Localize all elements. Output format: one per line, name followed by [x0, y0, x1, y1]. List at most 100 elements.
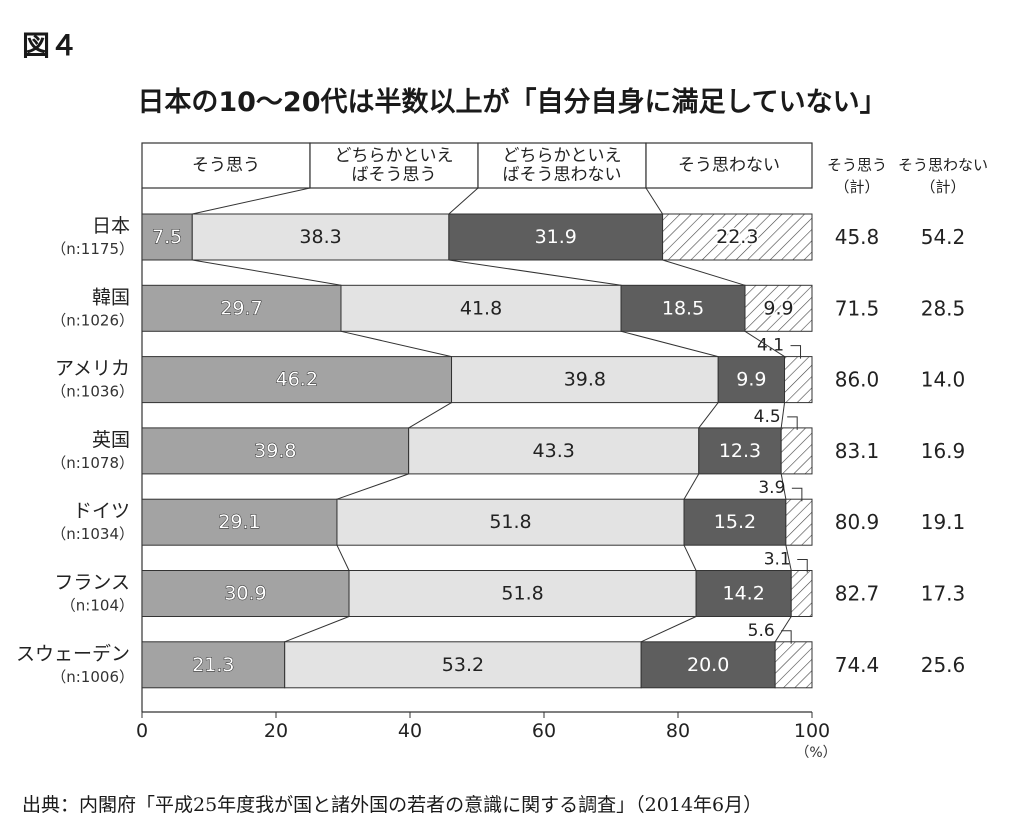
- bar-disagree: [780, 427, 813, 475]
- bar-agree-label: 30.9: [224, 583, 266, 605]
- bar-somewhat-disagree-label: 20.0: [687, 654, 729, 676]
- category-name: 日本: [92, 215, 130, 237]
- bar-agree-label: 46.2: [276, 369, 318, 391]
- bar-somewhat-disagree-label: 14.2: [723, 583, 765, 605]
- bar-somewhat-disagree: [640, 641, 776, 689]
- header-disagree-label: そう思わない: [678, 156, 780, 176]
- category-n: （n:1006）: [51, 668, 134, 686]
- chart-title: 日本の10〜20代は半数以上が「自分自身に満足していない」: [137, 87, 887, 118]
- row-connector-line: [662, 259, 746, 286]
- header-agree-label: そう思う: [192, 156, 260, 176]
- bar-somewhat-disagree-label: 18.5: [662, 297, 704, 319]
- row-connector-line: [284, 616, 350, 643]
- bar-somewhat-agree-label: 53.2: [442, 654, 484, 676]
- row-connector-line: [336, 544, 350, 571]
- bar-somewhat-disagree: [683, 498, 787, 546]
- total-agree-value: 82.7: [835, 582, 880, 606]
- callout-line: [797, 559, 808, 573]
- row-connector-line: [620, 330, 719, 358]
- total-disagree-value: 17.3: [921, 582, 966, 606]
- bar-disagree-label: 22.3: [716, 226, 758, 248]
- row-connector-line: [785, 545, 792, 571]
- bar-disagree: [785, 498, 813, 546]
- x-tick-label: 40: [398, 720, 422, 742]
- bar-somewhat-agree: [451, 356, 719, 404]
- category-n: （n:1034）: [51, 525, 134, 543]
- source-note: 出典：内閣府「平成25年度我が国と諸外国の若者の意識に関する調査」（2014年6…: [22, 794, 763, 816]
- bar-disagree-label: 3.9: [758, 478, 785, 498]
- bar-disagree: [774, 641, 813, 689]
- bar-somewhat-disagree: [717, 356, 786, 404]
- category-name: ドイツ: [73, 500, 130, 522]
- header-somewhat-disagree-label: どちらかといえ: [503, 146, 622, 166]
- bar-agree: [141, 427, 410, 475]
- total-agree-header: そう思う: [827, 156, 887, 174]
- header-somewhat-agree-label: どちらかといえ: [335, 146, 454, 166]
- bar-disagree-label: 4.5: [754, 407, 781, 427]
- bar-somewhat-disagree-label: 15.2: [714, 511, 756, 533]
- bar-somewhat-disagree-label: 12.3: [719, 440, 761, 462]
- row-connector-line: [683, 544, 697, 571]
- callout-line: [781, 630, 792, 644]
- total-disagree-value: 14.0: [921, 368, 966, 392]
- total-agree-value: 86.0: [835, 368, 880, 392]
- bar-disagree-label: 5.6: [748, 621, 775, 641]
- bar-somewhat-agree: [191, 213, 450, 261]
- bar-disagree: [744, 284, 813, 332]
- header-agree-box: [141, 142, 311, 189]
- bar-somewhat-agree-label: 51.8: [501, 583, 543, 605]
- bar-somewhat-agree-label: 38.3: [299, 226, 341, 248]
- category-n: （n:1175）: [51, 240, 134, 258]
- total-disagree-header: （計）: [920, 178, 965, 196]
- bar-disagree-label: 4.1: [757, 336, 784, 356]
- total-agree-value: 74.4: [835, 653, 880, 677]
- bar-agree-label: 39.8: [254, 440, 296, 462]
- total-disagree-value: 19.1: [921, 510, 966, 534]
- category-n: （n:1036）: [51, 383, 134, 401]
- bar-somewhat-disagree: [695, 570, 792, 617]
- total-disagree-header: そう思わない: [898, 156, 988, 174]
- bar-somewhat-disagree: [620, 284, 746, 332]
- category-name: 英国: [92, 429, 130, 451]
- bar-somewhat-disagree-label: 31.9: [535, 226, 577, 248]
- callout-line: [791, 487, 803, 502]
- category-n: （n:104）: [61, 597, 134, 615]
- callout-line: [787, 416, 798, 430]
- total-disagree-value: 16.9: [921, 439, 966, 463]
- header-connector-line: [192, 187, 311, 215]
- bar-disagree-label: 3.1: [764, 550, 791, 570]
- bar-somewhat-agree: [408, 427, 700, 475]
- row-connector-line: [640, 616, 697, 643]
- bar-agree-label: 7.5: [152, 226, 182, 248]
- total-agree-value: 80.9: [835, 510, 880, 534]
- callout-line: [790, 345, 802, 359]
- x-tick-label: 100: [794, 720, 830, 742]
- bar-disagree: [790, 570, 813, 617]
- bar-somewhat-disagree: [698, 427, 782, 475]
- header-connector-line: [645, 187, 664, 215]
- total-disagree-value: 25.6: [921, 653, 966, 677]
- category-name: 韓国: [92, 286, 130, 308]
- bar-agree-label: 29.7: [220, 297, 262, 319]
- bar-somewhat-agree-label: 41.8: [460, 297, 502, 319]
- row-connector-line: [780, 402, 786, 428]
- bar-somewhat-disagree-label: 9.9: [736, 369, 766, 391]
- header-disagree-box: [645, 142, 813, 189]
- bar-agree-label: 29.1: [218, 511, 260, 533]
- bar-somewhat-disagree: [448, 213, 664, 261]
- bar-somewhat-agree-label: 51.8: [489, 511, 531, 533]
- bar-agree-label: 21.3: [192, 654, 234, 676]
- row-connector-line: [698, 402, 719, 429]
- bar-disagree: [784, 356, 813, 404]
- x-tick-label: 0: [136, 720, 148, 742]
- total-agree-value: 83.1: [835, 439, 880, 463]
- total-agree-header: （計）: [834, 178, 879, 196]
- figure-label: 図４: [22, 29, 79, 62]
- row-connector-line: [340, 330, 452, 358]
- bar-somewhat-agree-label: 43.3: [533, 440, 575, 462]
- row-connector-line: [336, 473, 409, 500]
- row-connector-line: [408, 402, 452, 429]
- row-connector-line: [774, 616, 792, 643]
- bar-somewhat-agree: [348, 570, 697, 617]
